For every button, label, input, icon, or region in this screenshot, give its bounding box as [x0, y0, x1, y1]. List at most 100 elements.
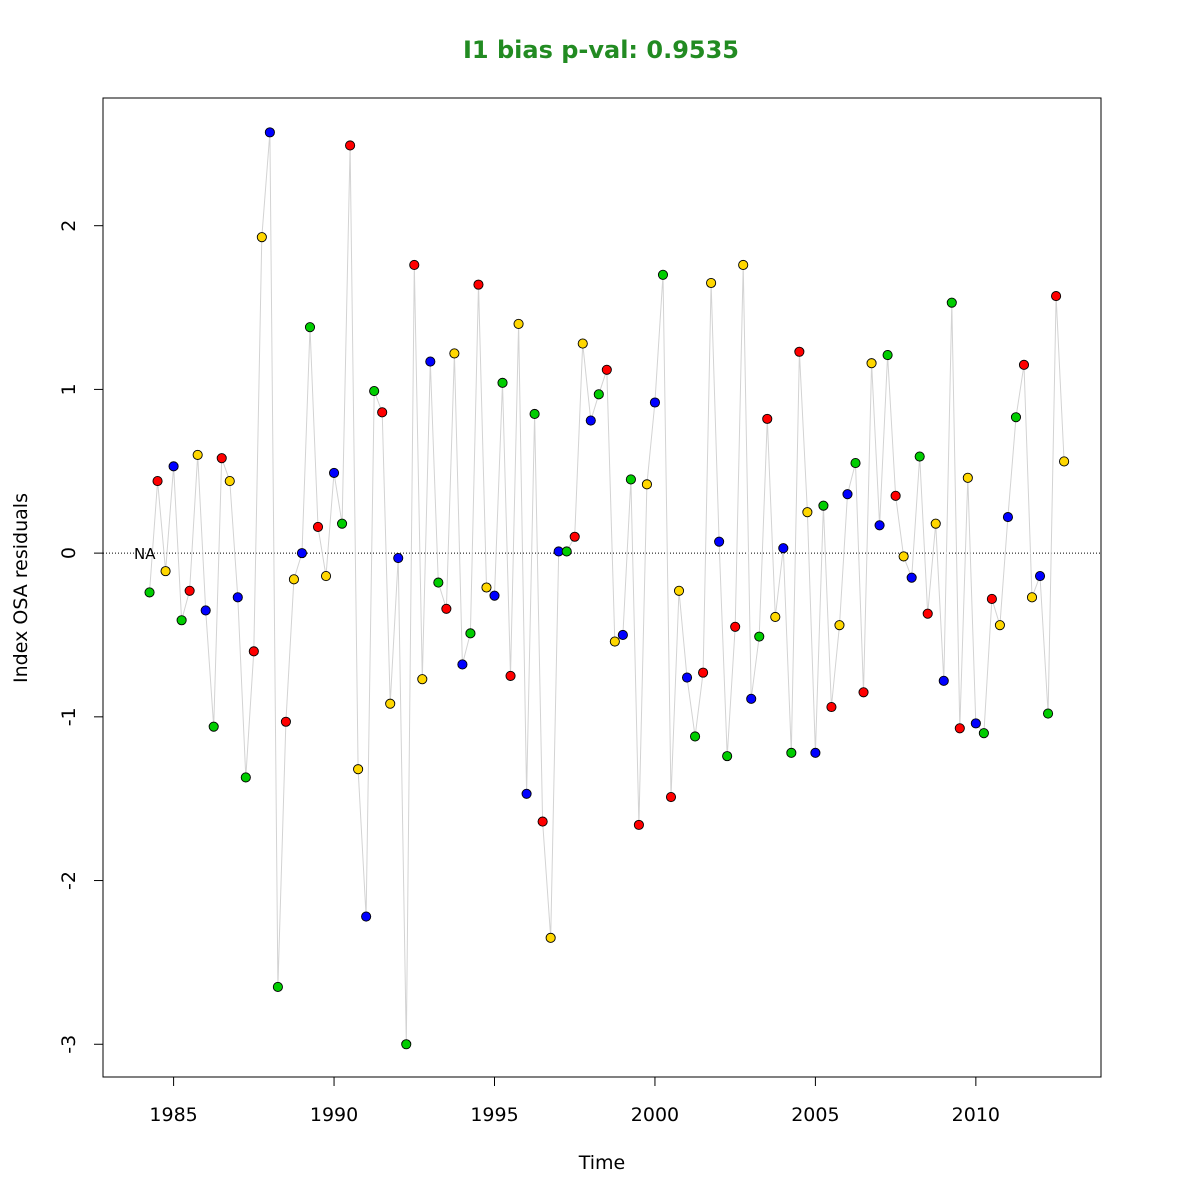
data-point	[1034, 570, 1046, 582]
data-point	[561, 546, 572, 557]
data-point	[288, 574, 299, 585]
data-point	[417, 674, 428, 685]
data-point	[216, 453, 227, 464]
data-point	[690, 731, 701, 742]
data-point	[401, 1039, 412, 1050]
data-point	[730, 621, 741, 632]
data-point	[585, 415, 596, 426]
data-point	[609, 636, 620, 647]
data-point	[208, 721, 219, 732]
data-point	[665, 792, 677, 803]
y-tick-label: -1	[58, 707, 80, 726]
data-point	[369, 385, 380, 397]
x-tick-label: 1985	[149, 1104, 197, 1126]
data-point	[1026, 592, 1038, 603]
data-point	[200, 605, 211, 616]
data-point	[633, 819, 644, 830]
x-tick-label: 2010	[952, 1104, 1000, 1126]
data-point	[601, 364, 612, 375]
data-point	[818, 500, 829, 511]
x-tick-label: 2005	[791, 1104, 839, 1126]
x-tick-label: 1995	[470, 1104, 518, 1126]
data-point	[922, 608, 933, 619]
data-point	[465, 628, 476, 639]
data-point	[152, 476, 163, 487]
x-tick-label: 2000	[631, 1104, 679, 1126]
y-axis: -3 -2 -1 0 1 2	[58, 220, 104, 1054]
data-point	[1018, 359, 1030, 370]
data-point	[176, 615, 187, 626]
y-tick-label: -2	[58, 871, 80, 890]
data-point	[778, 543, 789, 554]
x-axis: 1985 1990 1995 2000 2005 2010	[149, 1076, 1000, 1126]
data-point	[160, 566, 171, 577]
data-point	[657, 269, 669, 280]
data-point	[802, 507, 813, 518]
x-tick-label: 1990	[310, 1104, 358, 1126]
data-point	[673, 585, 685, 596]
data-point	[192, 449, 203, 460]
data-point	[746, 693, 757, 704]
data-point	[794, 346, 805, 357]
data-point	[1059, 456, 1070, 467]
data-point	[946, 297, 957, 308]
data-point	[409, 259, 420, 271]
data-point	[681, 672, 693, 683]
data-point	[882, 349, 893, 361]
data-point	[272, 981, 283, 993]
data-point	[1010, 412, 1022, 423]
data-point	[593, 389, 604, 400]
data-point	[248, 646, 259, 657]
data-point	[698, 667, 709, 678]
data-point	[874, 520, 885, 531]
data-point	[497, 377, 508, 388]
data-point	[312, 521, 324, 532]
data-point	[361, 911, 372, 922]
data-point	[320, 570, 332, 582]
data-point	[1043, 708, 1054, 719]
data-point	[738, 259, 749, 271]
data-point	[304, 322, 316, 333]
data-point	[954, 723, 965, 734]
plot-area: NA	[103, 127, 1101, 1050]
data-point	[168, 461, 179, 472]
data-point	[256, 232, 267, 243]
y-tick-label: 1	[58, 383, 80, 395]
data-point	[184, 585, 195, 596]
data-point	[521, 788, 532, 799]
data-point	[858, 687, 869, 698]
x-axis-label: Time	[578, 1152, 626, 1174]
data-point	[898, 551, 909, 562]
y-tick-label: -3	[58, 1035, 80, 1054]
data-point	[906, 572, 917, 583]
data-point	[144, 587, 155, 598]
data-point	[842, 489, 853, 500]
data-point	[866, 358, 877, 369]
data-point	[641, 479, 652, 490]
data-point	[786, 747, 797, 758]
data-point	[706, 277, 717, 289]
data-point	[978, 728, 989, 739]
data-point	[489, 590, 500, 601]
data-point	[962, 472, 973, 483]
data-point	[377, 407, 388, 418]
data-point	[529, 408, 540, 420]
data-point	[457, 659, 468, 670]
data-point	[345, 140, 356, 151]
data-point	[722, 751, 733, 762]
residual-points	[144, 127, 1070, 1050]
data-point	[850, 458, 861, 469]
data-point	[577, 338, 588, 349]
data-point	[337, 518, 348, 529]
data-point	[353, 764, 364, 775]
data-point	[762, 413, 773, 424]
data-point	[914, 451, 925, 462]
data-point	[754, 631, 765, 642]
y-tick-label: 0	[58, 547, 80, 559]
data-point	[425, 356, 436, 367]
data-point	[649, 397, 660, 408]
y-tick-label: 2	[58, 220, 80, 232]
data-point	[826, 701, 837, 713]
